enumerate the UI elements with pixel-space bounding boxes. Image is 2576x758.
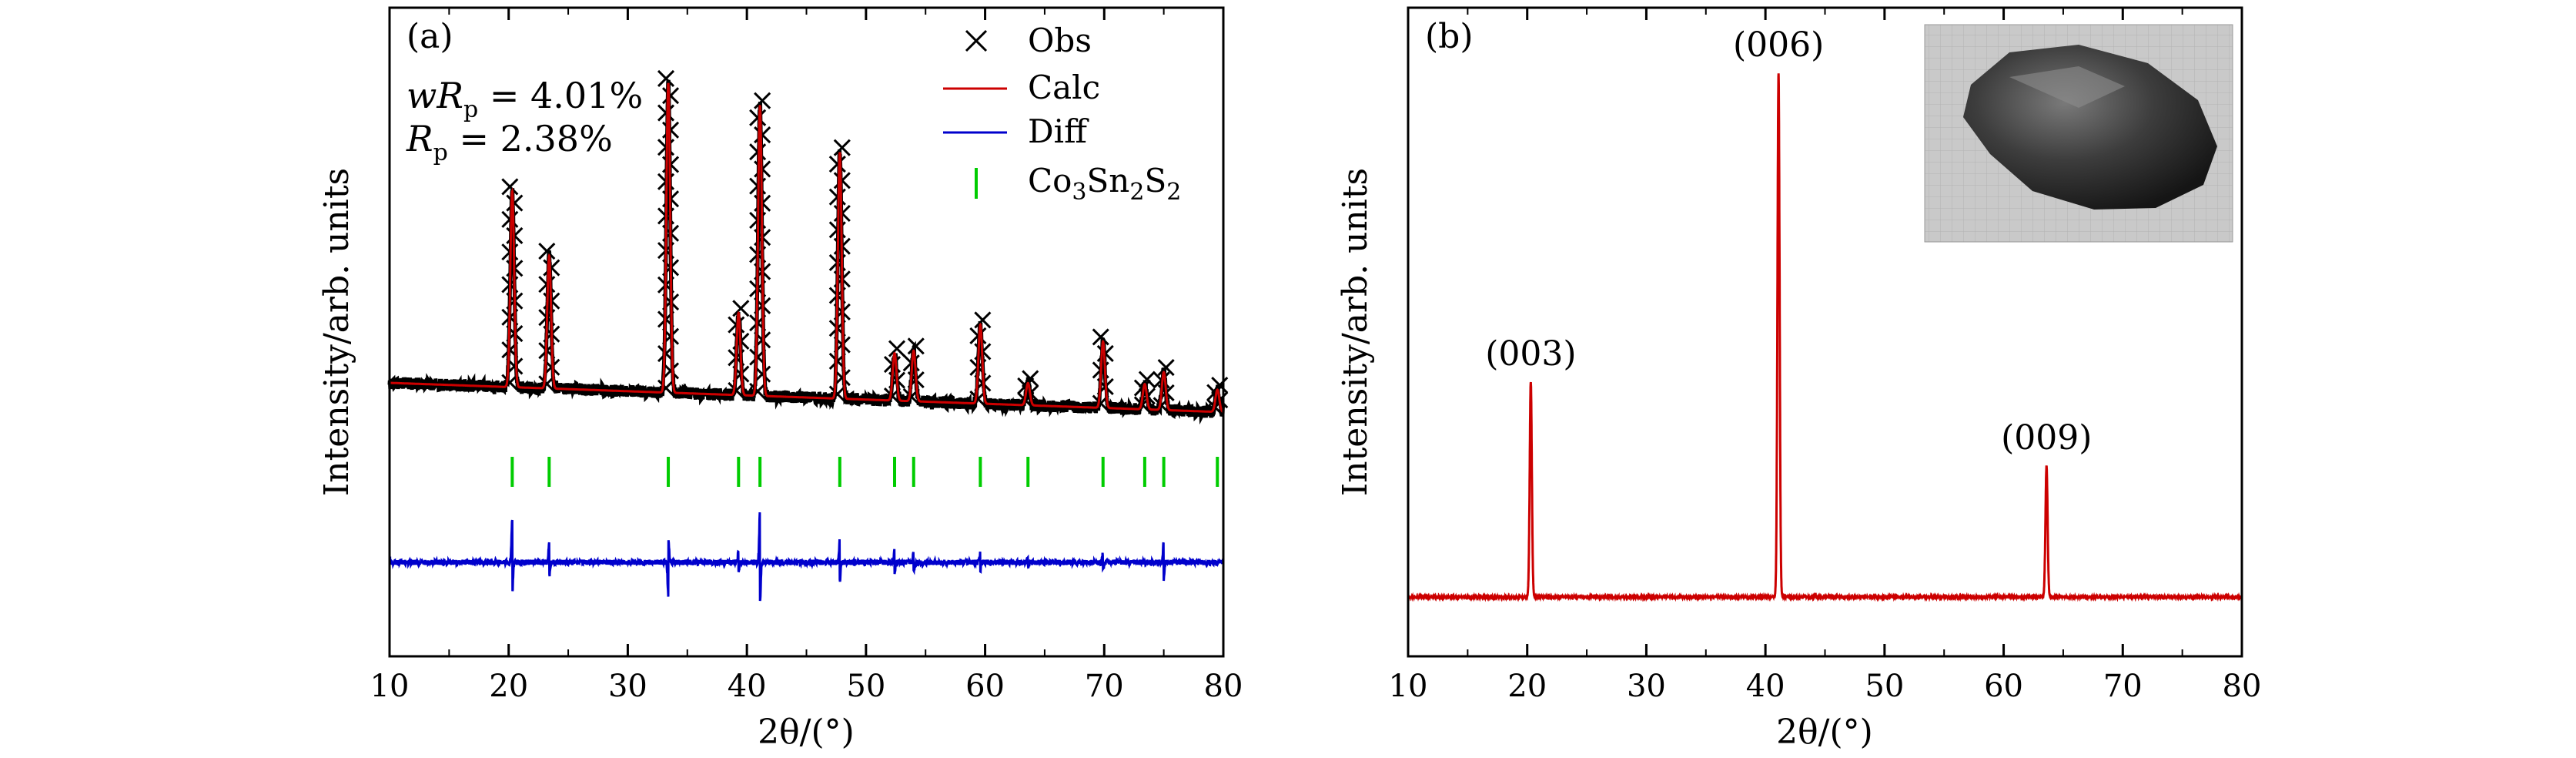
x-tick-label: 20 [1507, 669, 1547, 704]
x-tick-label: 40 [1746, 669, 1785, 704]
panel-a-x-axis-title: 2θ/(°) [758, 713, 855, 752]
panel-a-y-axis-title: Intensity/arb. units [317, 168, 356, 496]
x-tick-label: 20 [489, 669, 528, 704]
panel-b-x-axis-title: 2θ/(°) [1776, 713, 1873, 752]
x-tick-label: 30 [1627, 669, 1666, 704]
obs-marker [728, 316, 745, 334]
obs-marker [754, 365, 771, 383]
panel-b-peak-labels: (003) (006) (009) [1485, 25, 2092, 458]
obs-marker [828, 155, 846, 173]
panel-a-label: (a) [406, 17, 453, 56]
obs-marker [538, 243, 556, 260]
crystal-photo-inset [1924, 24, 2233, 243]
rp-annotation: Rp = 2.38% [406, 118, 613, 166]
obs-background-band [387, 79, 1226, 425]
obs-marker [833, 139, 851, 156]
obs-marker [506, 194, 524, 212]
panel-b-x-ticks: 10 20 30 40 50 60 70 80 [1389, 8, 2262, 704]
obs-marker [661, 362, 680, 380]
panel-b-label: (b) [1425, 17, 1474, 56]
x-tick-label: 60 [965, 669, 1005, 704]
obs-marker [833, 172, 851, 190]
calc-line [390, 82, 1224, 414]
legend-phase-label: Co3Sn2S2 [1028, 162, 1181, 206]
obs-marker [754, 92, 771, 109]
x-tick-label: 70 [1085, 669, 1124, 704]
obs-marker [1138, 371, 1156, 388]
diff-line [388, 512, 1224, 602]
obs-marker [833, 369, 851, 387]
obs-marker [1157, 359, 1175, 377]
legend-diff-label: Diff [1028, 112, 1089, 150]
panel-b-data [1407, 73, 2243, 602]
x-tick-label: 80 [2223, 669, 2262, 704]
legend-obs-label: Obs [1028, 22, 1092, 59]
obs-marker [543, 259, 560, 277]
obs-marker [749, 143, 767, 161]
obs-marker [974, 311, 992, 329]
obs-marker [754, 126, 771, 144]
panel-a-legend: Obs Calc Diff Co3Sn2S2 [943, 22, 1181, 206]
obs-marker [732, 300, 750, 317]
x-tick-label: 10 [1389, 669, 1428, 704]
peak-label: (003) [1485, 334, 1576, 374]
obs-marker [907, 337, 925, 355]
obs-marker [501, 210, 519, 228]
obs-marker [1022, 370, 1039, 387]
obs-marker [657, 69, 675, 87]
obs-marker [657, 104, 675, 122]
legend-obs-marker [965, 29, 988, 52]
obs-marker [888, 340, 906, 357]
wrp-annotation: wRp = 4.01% [406, 75, 643, 123]
obs-marker [749, 109, 767, 126]
x-tick-label: 40 [728, 669, 767, 704]
panel-a: 10 20 30 40 50 60 70 80 (a) wRp = 4.01% Rp = 2.… [317, 6, 1243, 752]
x-tick-label: 60 [1984, 669, 2023, 704]
obs-marker [501, 178, 519, 196]
panel-b: 10 20 30 40 50 60 70 80 (b) (003) (006) (009) Int… [1336, 6, 2262, 752]
obs-marker [1092, 328, 1109, 346]
panel-a-x-ticks: 10 20 30 40 50 60 70 80 [370, 8, 1243, 704]
xrd-line [1407, 73, 2243, 602]
x-tick-label: 80 [1204, 669, 1243, 704]
legend-calc-label: Calc [1028, 69, 1100, 106]
x-tick-label: 70 [2103, 669, 2143, 704]
x-tick-label: 50 [846, 669, 885, 704]
panel-a-data [387, 69, 1229, 602]
x-tick-label: 50 [1865, 669, 1904, 704]
panel-b-y-axis-title: Intensity/arb. units [1336, 168, 1375, 496]
peak-label: (006) [1733, 25, 1824, 65]
obs-marker [661, 87, 680, 105]
peak-label: (009) [2001, 418, 2092, 458]
obs-marker [1211, 376, 1229, 394]
crystal-shape [1963, 45, 2217, 210]
x-tick-label: 10 [370, 669, 410, 704]
obs-marker [969, 327, 987, 344]
x-tick-label: 30 [608, 669, 647, 704]
obs-marker [661, 121, 680, 139]
